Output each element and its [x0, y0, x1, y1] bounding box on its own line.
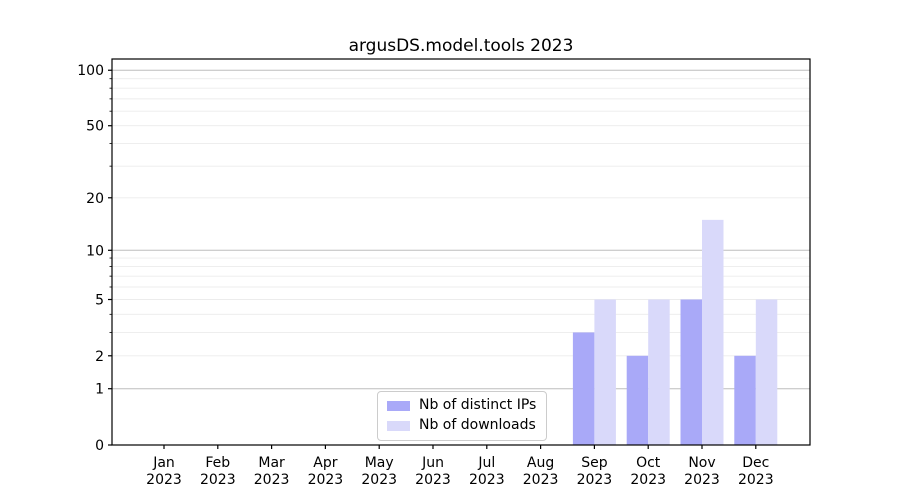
x-tick-year: 2023	[254, 472, 290, 488]
x-tick-month: Oct	[636, 455, 661, 471]
x-tick-year: 2023	[415, 472, 451, 488]
legend-label-distinct-ips: Nb of distinct IPs	[419, 397, 537, 413]
x-tick-month: May	[365, 455, 394, 471]
x-tick-month: Jul	[477, 455, 495, 471]
bar-downloads-sep	[594, 299, 616, 445]
x-tick-year: 2023	[469, 472, 505, 488]
y-tick-label: 1	[95, 382, 104, 398]
x-tick-month: Nov	[688, 455, 715, 471]
x-tick-month: Mar	[258, 455, 285, 471]
bar-downloads-dec	[755, 299, 778, 445]
y-tick-label: 100	[77, 63, 104, 79]
x-tick-year: 2023	[684, 472, 720, 488]
bar-distinct-ips-oct	[626, 355, 649, 445]
legend-item-distinct-ips: Nb of distinct IPs	[387, 397, 536, 414]
y-tick-label: 50	[86, 119, 104, 135]
bar-downloads-oct	[648, 299, 670, 445]
x-tick-month: Sep	[581, 455, 608, 471]
x-tick-month: Apr	[313, 455, 337, 471]
plot-border	[111, 58, 811, 446]
y-tick-label: 5	[95, 293, 104, 309]
bar-downloads-nov	[702, 219, 724, 445]
y-tick-label: 10	[86, 243, 104, 259]
x-tick-year: 2023	[630, 472, 666, 488]
grid-layer	[112, 69, 810, 390]
bar-distinct-ips-dec	[734, 355, 756, 445]
x-tick-month: Feb	[205, 455, 230, 471]
chart-title: argusDS.model.tools 2023	[349, 36, 574, 56]
x-tick-year: 2023	[361, 472, 397, 488]
x-tick-month: Dec	[742, 455, 769, 471]
x-tick-year: 2023	[200, 472, 236, 488]
x-tick-month: Jun	[421, 455, 444, 471]
x-tick-year: 2023	[308, 472, 344, 488]
y-tick-label: 0	[95, 438, 104, 454]
y-tick-label: 2	[95, 349, 104, 365]
legend-item-downloads: Nb of downloads	[387, 417, 536, 434]
bars-layer	[572, 219, 778, 445]
x-tick-year: 2023	[738, 472, 774, 488]
x-tick-year: 2023	[577, 472, 613, 488]
x-tick-month: Aug	[527, 455, 554, 471]
axis-layer: 0125102050100Jan2023Feb2023Mar2023Apr202…	[77, 58, 811, 488]
bar-distinct-ips-nov	[680, 299, 702, 445]
x-tick-year: 2023	[523, 472, 559, 488]
legend-label-downloads: Nb of downloads	[419, 417, 536, 433]
x-tick-year: 2023	[146, 472, 182, 488]
legend: Nb of distinct IPs Nb of downloads	[377, 391, 548, 441]
bar-distinct-ips-sep	[572, 332, 595, 445]
legend-swatch-downloads	[387, 420, 410, 431]
y-tick-label: 20	[86, 191, 104, 207]
legend-swatch-distinct-ips	[387, 400, 410, 411]
x-tick-month: Jan	[152, 455, 175, 471]
